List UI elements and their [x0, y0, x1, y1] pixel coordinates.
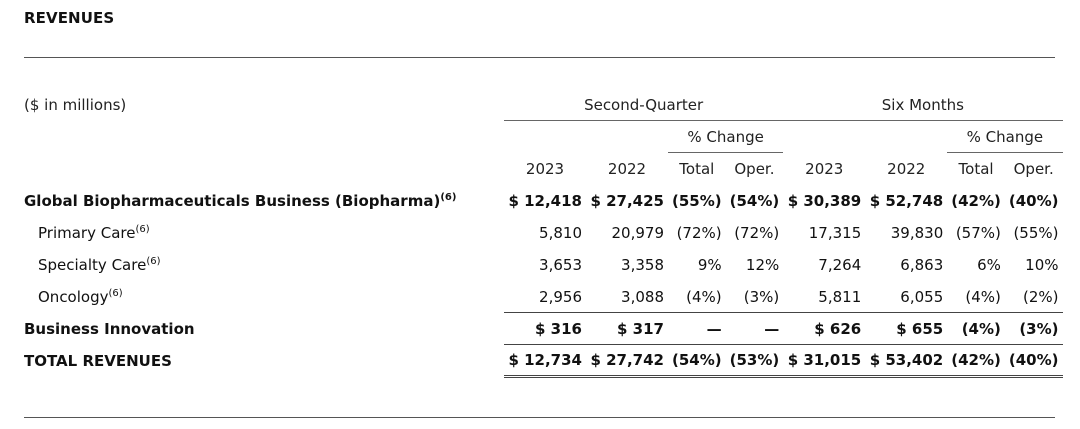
quarter-2022-value: $ 27,425: [590, 192, 664, 210]
six-months-header: Six Months: [783, 88, 1063, 121]
six-months-2022-header: 2022: [887, 160, 926, 178]
quarter-oper-change: (53%): [725, 344, 784, 378]
quarter-2023-value: 5,810: [539, 224, 582, 242]
units-label: ($ in millions): [24, 96, 127, 114]
quarter-total-change: 9%: [697, 256, 722, 274]
row-label: Global Biopharmaceuticals Business (Biop…: [24, 192, 457, 210]
six-months-total-change: 6%: [977, 256, 1001, 274]
six-months-oper-change: (40%): [1004, 344, 1063, 378]
quarter-2022-header: 2022: [607, 160, 647, 178]
top-divider: [24, 57, 1055, 58]
quarter-2022-value: $ 317: [586, 312, 668, 345]
table-row: Primary Care(6) 5,810 20,979 (72%) (72%)…: [20, 216, 1063, 248]
six-months-oper-change: 10%: [1025, 256, 1059, 274]
footnote-marker: (6): [135, 224, 150, 235]
footnote-marker: (6): [440, 192, 457, 203]
quarter-2022-value: $ 27,742: [586, 344, 668, 378]
quarter-oper-change: 12%: [745, 256, 780, 274]
quarter-2023-value: 2,956: [504, 280, 586, 313]
table-row: Oncology(6) 2,956 3,088 (4%) (3%) 5,811 …: [20, 280, 1063, 313]
six-months-2023-value: 17,315: [808, 224, 862, 242]
six-months-oper-change: (2%): [1004, 280, 1063, 313]
bottom-divider: [24, 417, 1055, 418]
quarter-2023-value: $ 316: [504, 312, 586, 345]
row-label: Primary Care(6): [38, 224, 150, 242]
six-months-2022-value: 6,055: [865, 280, 948, 313]
table-row: Global Biopharmaceuticals Business (Biop…: [20, 184, 1063, 216]
six-months-2022-value: 6,863: [900, 256, 944, 274]
six-months-total-change: (4%): [947, 312, 1005, 345]
table-row: Specialty Care(6) 3,653 3,358 9% 12% 7,2…: [20, 248, 1063, 280]
quarter-2022-value: 3,358: [621, 256, 664, 274]
six-months-2022-value: $ 53,402: [865, 344, 948, 378]
quarter-total-change: —: [668, 312, 726, 345]
header-row-columns: 2023 2022 Total Oper. 2023 2022 Total Op…: [20, 152, 1063, 184]
quarter-oper-change: (54%): [729, 192, 780, 210]
second-quarter-header: Second-Quarter: [504, 88, 784, 121]
quarter-total-change: (55%): [672, 192, 722, 210]
quarter-total-change: (4%): [668, 280, 726, 313]
quarter-2023-header: 2023: [525, 160, 565, 178]
six-months-total-change: (42%): [947, 344, 1005, 378]
header-row-groups: ($ in millions) Second-Quarter Six Month…: [20, 88, 1063, 121]
six-months-pct-change-header: % Change: [947, 120, 1063, 153]
six-months-oper-change: (40%): [1008, 192, 1059, 210]
six-months-2023-value: $ 626: [783, 312, 866, 345]
row-label: Oncology(6): [38, 288, 123, 306]
six-months-2023-value: $ 31,015: [783, 344, 866, 378]
header-row-pct-change: % Change % Change: [20, 120, 1063, 153]
quarter-oper-change: (3%): [725, 280, 784, 313]
quarter-total-change: (72%): [676, 224, 722, 242]
table-row: Business Innovation $ 316 $ 317 — — $ 62…: [20, 312, 1063, 345]
six-months-total-change: (4%): [947, 280, 1005, 313]
quarter-oper-change: —: [725, 312, 784, 345]
quarter-2023-value: 3,653: [539, 256, 582, 274]
six-months-total-change: (42%): [951, 192, 1001, 210]
six-months-2022-value: 39,830: [890, 224, 944, 242]
quarter-2023-value: $ 12,734: [504, 344, 586, 378]
total-row: TOTAL REVENUES $ 12,734 $ 27,742 (54%) (…: [20, 344, 1063, 378]
row-label: TOTAL REVENUES: [24, 352, 172, 370]
six-months-total-header: Total: [958, 160, 994, 178]
quarter-total-header: Total: [679, 160, 715, 178]
six-months-oper-header: Oper.: [1013, 160, 1054, 178]
six-months-2022-value: $ 655: [865, 312, 948, 345]
quarter-2022-value: 20,979: [611, 224, 665, 242]
quarter-2023-value: $ 12,418: [508, 192, 582, 210]
row-label: Specialty Care(6): [38, 256, 161, 274]
quarter-oper-header: Oper.: [734, 160, 775, 178]
six-months-total-change: (57%): [955, 224, 1001, 242]
six-months-2023-value: $ 30,389: [787, 192, 862, 210]
footnote-marker: (6): [146, 256, 161, 267]
page-title: REVENUES: [24, 9, 115, 27]
quarter-total-change: (54%): [668, 344, 726, 378]
six-months-2023-value: 7,264: [818, 256, 862, 274]
quarter-pct-change-header: % Change: [668, 120, 784, 153]
six-months-2023-header: 2023: [805, 160, 844, 178]
six-months-2023-value: 5,811: [783, 280, 866, 313]
row-label: Business Innovation: [24, 320, 195, 338]
six-months-oper-change: (55%): [1013, 224, 1059, 242]
six-months-oper-change: (3%): [1004, 312, 1063, 345]
footnote-marker: (6): [108, 288, 123, 299]
six-months-2022-value: $ 52,748: [869, 192, 944, 210]
quarter-2022-value: 3,088: [586, 280, 668, 313]
quarter-oper-change: (72%): [734, 224, 780, 242]
revenues-table: ($ in millions) Second-Quarter Six Month…: [20, 88, 1063, 378]
